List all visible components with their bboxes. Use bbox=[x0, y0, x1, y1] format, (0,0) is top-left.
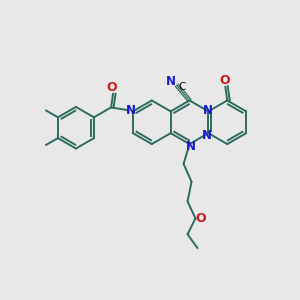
Text: O: O bbox=[107, 81, 117, 94]
Text: O: O bbox=[195, 212, 206, 225]
Text: N: N bbox=[201, 129, 212, 142]
Text: O: O bbox=[219, 74, 230, 87]
Text: N: N bbox=[166, 75, 176, 88]
Text: N: N bbox=[126, 104, 136, 117]
Text: C: C bbox=[178, 82, 185, 92]
Text: N: N bbox=[202, 104, 212, 117]
Text: N: N bbox=[185, 140, 196, 152]
